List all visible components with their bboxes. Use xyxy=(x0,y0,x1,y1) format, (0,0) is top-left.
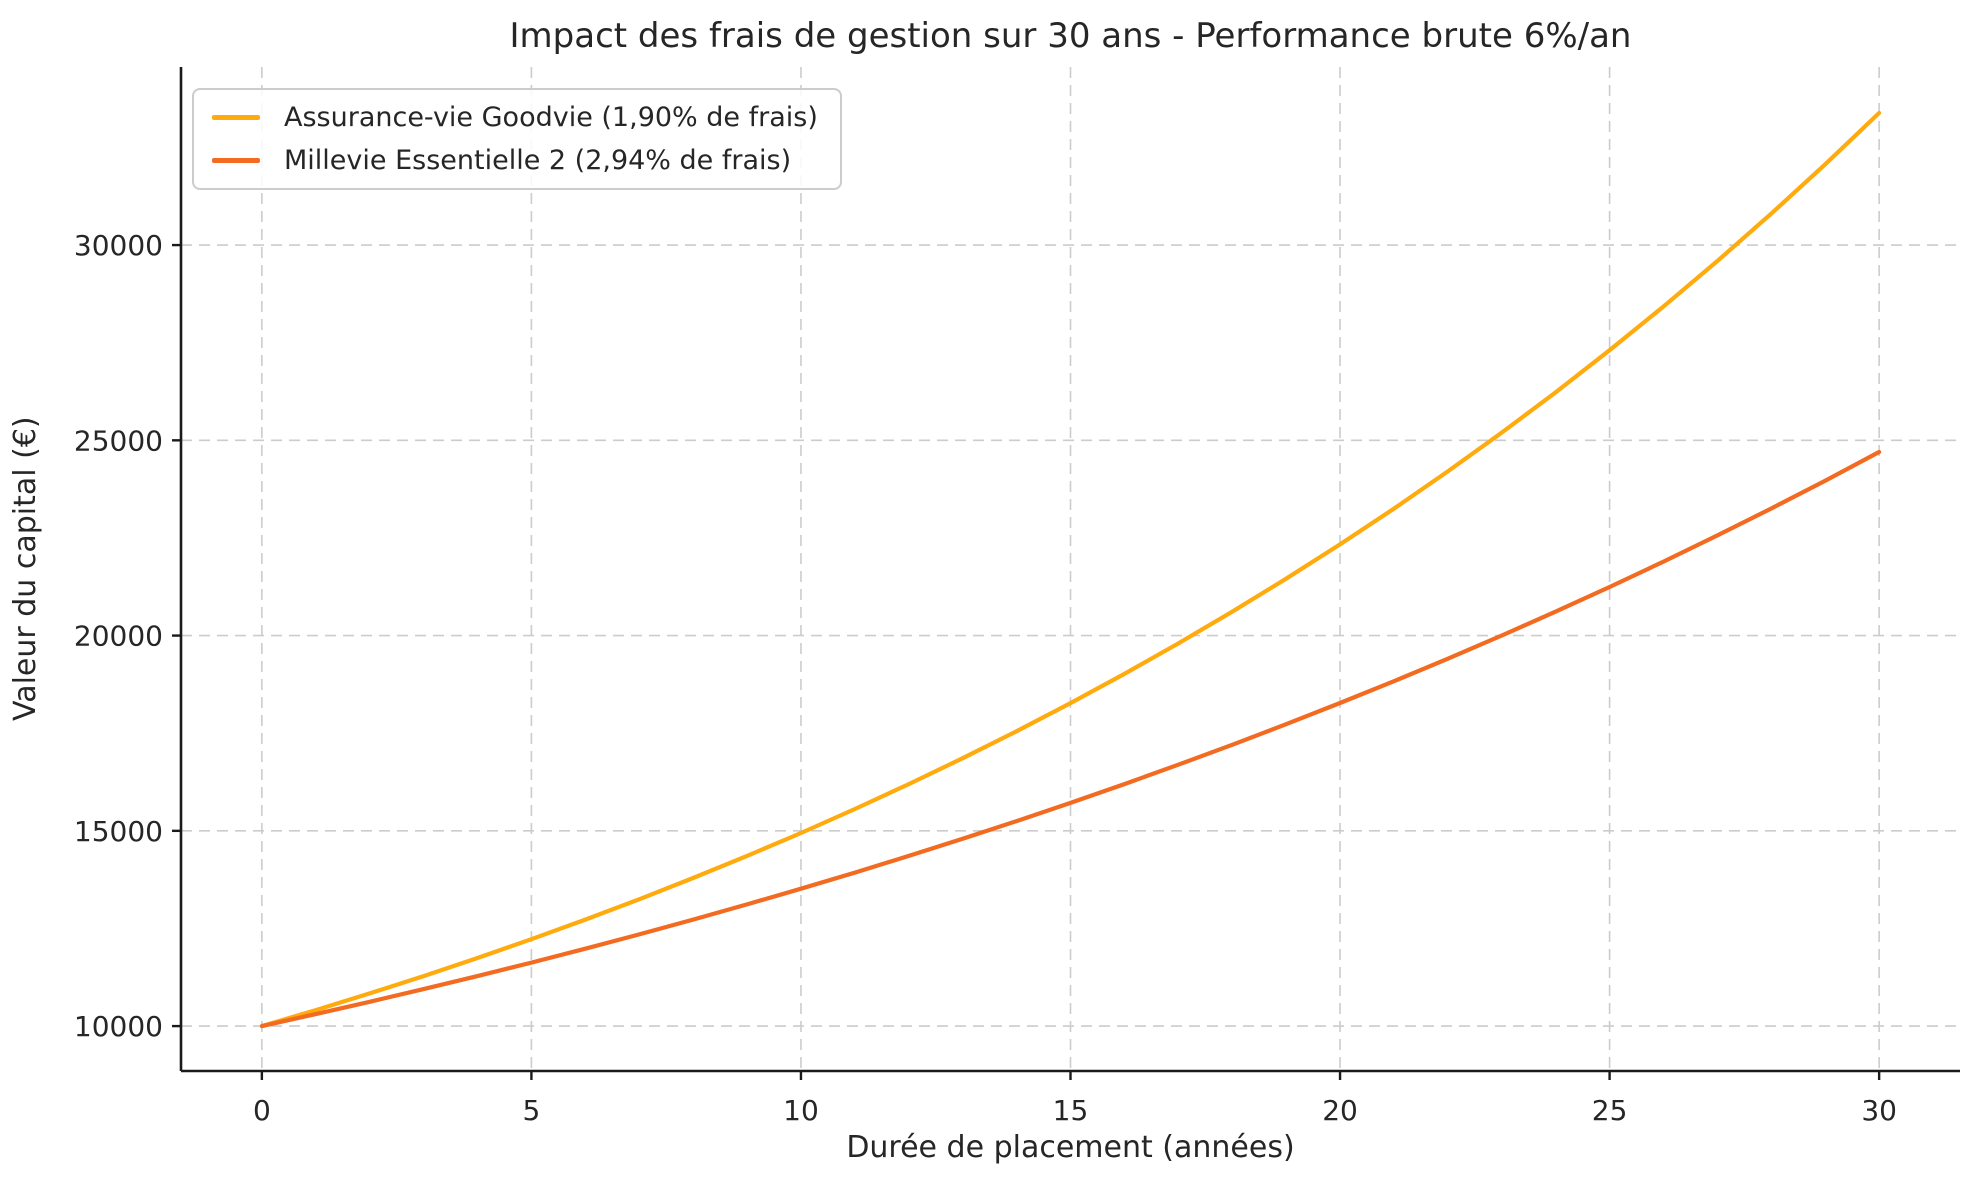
y-tick-label: 15000 xyxy=(74,815,163,848)
legend: Assurance-vie Goodvie (1,90% de frais) M… xyxy=(192,88,842,190)
x-tick-label: 10 xyxy=(783,1094,819,1127)
x-axis-label: Durée de placement (années) xyxy=(846,1130,1295,1165)
y-tick-label: 30000 xyxy=(74,229,163,262)
x-tick-label: 30 xyxy=(1861,1094,1897,1127)
series-line-goodvie xyxy=(259,110,1882,1029)
legend-line-swatch-goodvie xyxy=(212,115,260,120)
legend-label-goodvie: Assurance-vie Goodvie (1,90% de frais) xyxy=(284,102,818,133)
x-tick-label: 20 xyxy=(1322,1094,1358,1127)
x-tick-label: 5 xyxy=(522,1094,540,1127)
y-tick-label: 25000 xyxy=(74,424,163,457)
legend-item-goodvie: Assurance-vie Goodvie (1,90% de frais) xyxy=(212,102,818,133)
y-tick-label: 20000 xyxy=(74,620,163,653)
y-axis-label: Valeur du capital (€) xyxy=(8,416,43,722)
legend-item-millevie: Millevie Essentielle 2 (2,94% de frais) xyxy=(212,145,818,176)
legend-label-millevie: Millevie Essentielle 2 (2,94% de frais) xyxy=(284,145,792,176)
chart-title: Impact des frais de gestion sur 30 ans -… xyxy=(509,16,1632,56)
legend-line-swatch-millevie xyxy=(212,158,260,163)
x-tick-label: 15 xyxy=(1053,1094,1089,1127)
y-tick-label: 10000 xyxy=(74,1010,163,1043)
series-line-millevie xyxy=(259,449,1882,1029)
x-tick-label: 0 xyxy=(253,1094,271,1127)
x-tick-label: 25 xyxy=(1592,1094,1628,1127)
